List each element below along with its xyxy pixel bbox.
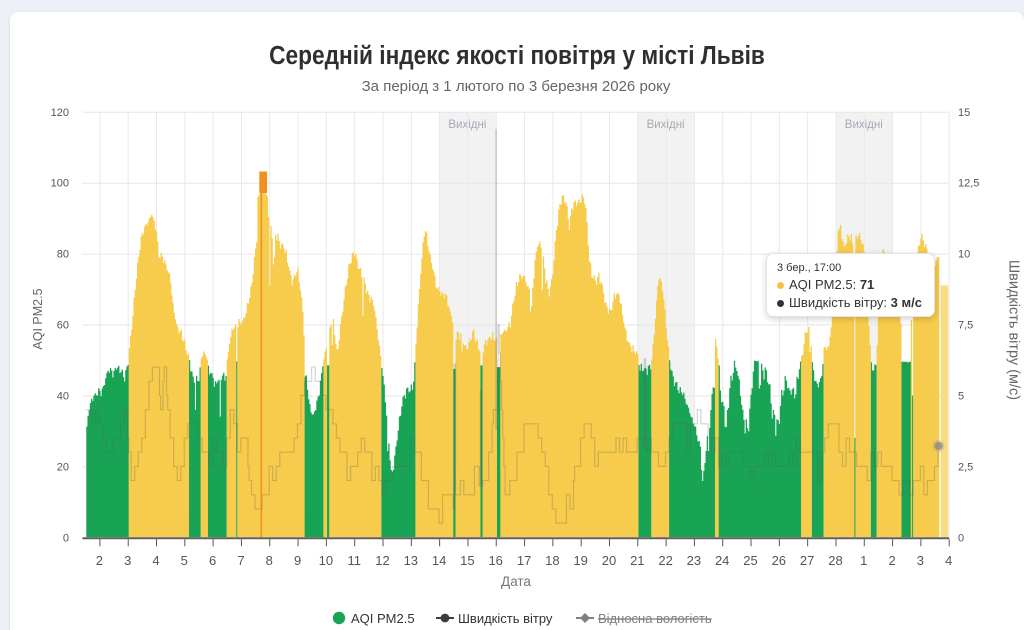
- svg-text:Відносна вологість: Відносна вологість: [598, 611, 712, 626]
- svg-text:5: 5: [181, 553, 188, 568]
- svg-text:AQI PM2.5: AQI PM2.5: [31, 288, 45, 349]
- svg-text:Швидкість вітру: Швидкість вітру: [458, 611, 553, 626]
- svg-text:24: 24: [715, 553, 729, 568]
- svg-text:10: 10: [319, 553, 333, 568]
- svg-text:26: 26: [772, 553, 786, 568]
- svg-text:0: 0: [63, 532, 69, 544]
- svg-text:7,5: 7,5: [958, 320, 973, 332]
- svg-text:1: 1: [860, 553, 867, 568]
- svg-text:0: 0: [958, 532, 964, 544]
- svg-text:80: 80: [57, 249, 69, 261]
- svg-text:AQI PM2.5: AQI PM2.5: [351, 611, 415, 626]
- svg-text:2: 2: [888, 553, 895, 568]
- svg-text:9: 9: [294, 553, 301, 568]
- svg-text:20: 20: [57, 461, 69, 473]
- svg-text:27: 27: [800, 553, 814, 568]
- svg-text:21: 21: [630, 553, 644, 568]
- svg-text:8: 8: [266, 553, 273, 568]
- svg-text:20: 20: [602, 553, 616, 568]
- svg-text:6: 6: [209, 553, 216, 568]
- svg-text:12: 12: [375, 553, 389, 568]
- svg-text:16: 16: [488, 553, 502, 568]
- svg-text:10: 10: [958, 249, 970, 261]
- svg-text:4: 4: [152, 553, 159, 568]
- svg-text:3: 3: [124, 553, 131, 568]
- svg-text:12,5: 12,5: [958, 178, 979, 190]
- svg-text:22: 22: [658, 553, 672, 568]
- svg-text:18: 18: [545, 553, 559, 568]
- svg-text:Середній індекс якості повітря: Середній індекс якості повітря у місті Л…: [269, 42, 765, 71]
- svg-text:15: 15: [460, 553, 474, 568]
- svg-text:Дата: Дата: [501, 574, 531, 589]
- svg-text:100: 100: [51, 178, 69, 190]
- svg-text:2: 2: [96, 553, 103, 568]
- svg-text:13: 13: [404, 553, 418, 568]
- svg-text:Вихідні: Вихідні: [448, 119, 486, 131]
- svg-text:15: 15: [958, 107, 970, 119]
- svg-text:4: 4: [945, 553, 952, 568]
- svg-text:11: 11: [347, 553, 361, 568]
- svg-text:17: 17: [517, 553, 531, 568]
- svg-text:60: 60: [57, 320, 69, 332]
- svg-text:25: 25: [743, 553, 757, 568]
- svg-text:14: 14: [432, 553, 446, 568]
- svg-text:120: 120: [51, 107, 69, 119]
- svg-text:3: 3: [917, 553, 924, 568]
- svg-text:2,5: 2,5: [958, 461, 973, 473]
- svg-text:За період з 1 лютого по 3 бере: За період з 1 лютого по 3 березня 2026 р…: [362, 78, 671, 95]
- svg-text:19: 19: [573, 553, 587, 568]
- svg-text:28: 28: [828, 553, 842, 568]
- svg-text:7: 7: [237, 553, 244, 568]
- svg-text:Швидкість вітру (м/с): Швидкість вітру (м/с): [1006, 260, 1022, 400]
- svg-text:40: 40: [57, 391, 69, 403]
- svg-text:23: 23: [687, 553, 701, 568]
- svg-text:5: 5: [958, 391, 964, 403]
